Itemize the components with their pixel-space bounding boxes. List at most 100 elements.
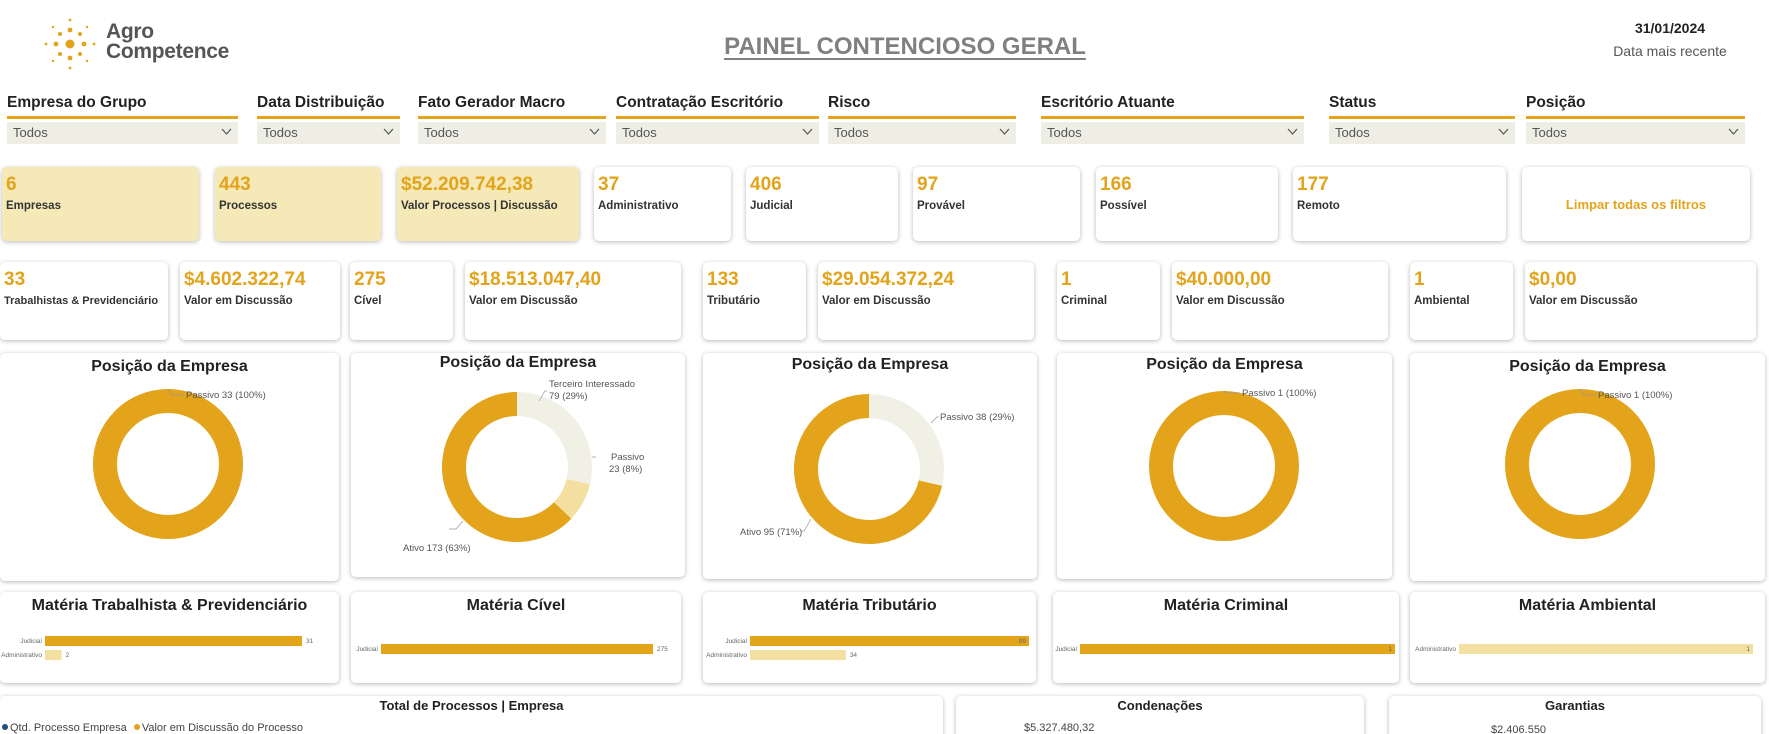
kpi-value: 275 [354,269,386,290]
filter-dropdown[interactable]: Todos [7,122,238,144]
bar-administrativo[interactable] [1459,644,1753,654]
filter-label: Risco [828,94,871,111]
donut-slice-passivo[interactable] [1149,391,1299,541]
slice-label: Ativo 173 (63%) [403,543,471,554]
legend-dot [133,724,140,730]
donut-card-trabalhista: Posição da Empresa Passivo 33 (100%) [0,353,339,581]
chart-title: Matéria Tributário [802,597,937,614]
kpi-label: Possível [1100,200,1147,212]
filter-value: Todos [263,125,298,140]
kpi-label: Provável [917,200,965,212]
kpi-label: Judicial [750,200,793,212]
filter-status[interactable]: Status Todos [1329,94,1515,144]
donut-slice-passivo[interactable] [93,389,243,539]
chart-title: Posição da Empresa [1146,356,1303,373]
donut-slice-ativo[interactable] [442,392,572,542]
kpi-value: $40.000,00 [1176,269,1272,290]
filter-data-distribuicao[interactable]: Data Distribuição Todos [257,94,400,144]
chevron-down-icon [1728,128,1739,135]
bar-judicial[interactable] [381,644,653,654]
sunburst-logo-icon [44,18,96,70]
legend-item: Valor em Discussão do Processo [141,722,304,734]
kpi-valor-trabalhistas-card: $4.602.322,74 Valor em Discussão [180,262,340,340]
filter-label: Status [1329,94,1377,111]
filter-dropdown[interactable]: Todos [1526,122,1745,144]
bar-judicial[interactable] [1080,644,1395,654]
filter-dropdown[interactable]: Todos [257,122,400,144]
kpi-label: Tributário [707,295,761,307]
donut-slice-ativo[interactable] [794,394,943,544]
filter-value: Todos [13,125,48,140]
bar-card-tributario: Matéria Tributário Judicial 99 Administrat… [703,592,1036,683]
bar-card-criminal: Matéria Criminal Judicial 1 [1053,592,1399,683]
bar-judicial[interactable] [45,636,302,646]
bar-chart: Administrativo 1 [1415,644,1753,654]
filter-posicao[interactable]: Posição Todos [1526,94,1745,144]
clear-filters-button[interactable]: Limpar todas os filtros [1522,167,1750,241]
chart-legend: Qtd. Processo Empresa Valor em Discussão… [2,722,303,734]
legend-dot [2,724,8,730]
kpi-criminal-card: 1 Criminal [1057,262,1160,340]
donut-chart: Passivo 1 (100%) [1149,388,1316,541]
kpi-value: $18.513.047,40 [469,269,602,290]
donut-chart: Passivo 33 (100%) [93,388,266,539]
bar-administrativo[interactable] [45,650,62,660]
kpi-value: 166 [1100,174,1132,195]
kpi-label: Valor Processos | Discussão [401,200,558,212]
filter-dropdown[interactable]: Todos [1041,122,1304,144]
kpi-label: Trabalhistas & Previdenciário [4,295,159,307]
kpi-provavel-card: 97 Provável [913,167,1080,241]
page-title: PAINEL CONTENCIOSO GERAL [724,33,1086,60]
donut-slice-terceiro-interessado[interactable] [517,392,592,485]
filter-value: Todos [622,125,657,140]
filter-dropdown[interactable]: Todos [418,122,606,144]
kpi-administrativo-card: 37 Administrativo [594,167,731,241]
slice-label-terceiro-line1: Terceiro Interessado [549,379,635,390]
filter-fato-gerador-macro[interactable]: Fato Gerador Macro Todos [418,94,606,144]
donut-slice-passivo[interactable] [553,478,590,519]
filter-dropdown[interactable]: Todos [1329,122,1515,144]
chart-title: Matéria Criminal [1163,597,1289,614]
filter-contratacao-escritorio[interactable]: Contratação Escritório Todos [616,94,819,144]
kpi-label: Valor em Discussão [1176,295,1285,307]
kpi-processos-card: 443 Processos [215,167,381,241]
filter-risco[interactable]: Risco Todos [828,94,1016,144]
slice-label: Passivo 1 (100%) [1598,390,1672,401]
bar-category-label: Judicial [20,638,42,645]
kpi-value: $52.209.742,38 [401,174,534,195]
chevron-down-icon [221,128,232,135]
filter-empresa-do-grupo[interactable]: Empresa do Grupo Todos [7,94,238,144]
bar-value-label: 99 [1019,638,1027,645]
filter-label: Contratação Escritório [616,94,784,111]
company-logo: Agro Competence [42,14,242,70]
bar-value-label: 2 [66,652,70,659]
latest-date-label: Data mais recente [1613,43,1727,59]
bar-administrativo[interactable] [750,650,846,660]
kpi-value: 33 [4,269,26,290]
filter-escritorio-atuante[interactable]: Escritório Atuante Todos [1041,94,1304,144]
condenacoes-value: $5.327.480,32 [1024,722,1095,734]
donut-slice-passivo[interactable] [869,394,944,486]
bar-judicial[interactable] [750,636,1029,646]
kpi-trabalhistas-card: 33 Trabalhistas & Previdenciário [0,262,168,340]
filter-value: Todos [424,125,459,140]
logo-line-2: Competence [106,40,230,63]
filter-dropdown[interactable]: Todos [828,122,1016,144]
filter-label: Data Distribuição [257,94,385,111]
bar-chart: Judicial 275 [356,644,668,654]
donut-slice-passivo[interactable] [1505,389,1655,539]
chart-title: Matéria Trabalhista & Previdenciário [31,597,308,614]
kpi-label: Valor em Discussão [1529,295,1638,307]
chart-title: Condenações [1117,698,1203,713]
filter-dropdown[interactable]: Todos [616,122,819,144]
slice-label-passivo-line1: Passivo [611,452,644,463]
donut-card-ambiental: Posição da Empresa Passivo 1 (100%) [1410,353,1765,581]
garantias-value: $2.406.550 [1491,724,1547,734]
kpi-remoto-card: 177 Remoto [1293,167,1506,241]
kpi-value: 37 [598,174,620,195]
bar-category-label: Administrativo [1415,646,1456,653]
filter-value: Todos [1047,125,1082,140]
kpi-label: Remoto [1297,200,1340,212]
kpi-label: Criminal [1061,295,1108,307]
kpi-label: Valor em Discussão [822,295,931,307]
